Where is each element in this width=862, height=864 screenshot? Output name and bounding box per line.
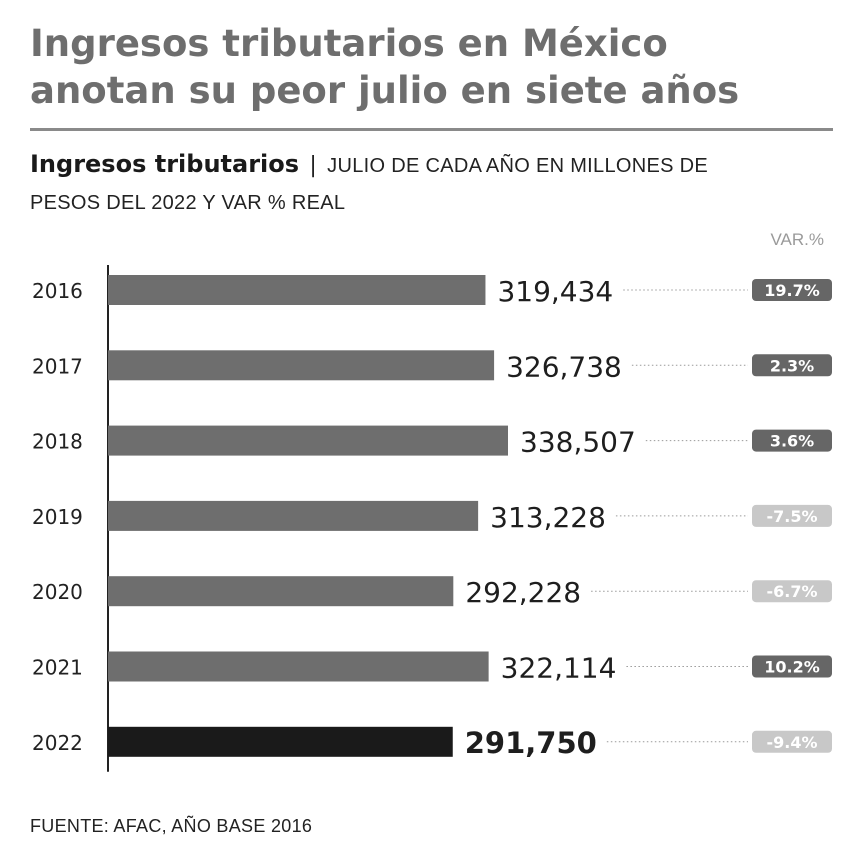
var-badge-label: 19.7% (764, 281, 820, 300)
category-label: 2017 (32, 354, 83, 378)
bar (108, 576, 454, 607)
category-label: 2021 (32, 656, 83, 680)
headline: Ingresos tributarios en México anotan su… (30, 20, 840, 114)
data-label: 319,434 (497, 275, 613, 308)
data-label: 326,738 (506, 350, 622, 383)
headline-divider (30, 128, 833, 131)
var-column-header: VAR.% (770, 230, 824, 249)
subtitle: Ingresos tributarios | JULIO DE CADA AÑO… (30, 146, 830, 222)
subtitle-description-line-1: JULIO DE CADA AÑO EN MILLONES DE (327, 155, 708, 177)
bar (108, 651, 489, 682)
category-label: 2022 (32, 731, 83, 755)
var-badge-label: 2.3% (770, 356, 814, 375)
data-label: 291,750 (465, 726, 597, 760)
category-label: 2016 (32, 279, 83, 303)
category-label: 2019 (32, 505, 83, 529)
var-badge (752, 655, 832, 678)
var-badge (752, 730, 832, 753)
headline-line-2: anotan su peor julio en siete años (30, 69, 740, 112)
var-badge (752, 504, 832, 527)
var-badge (752, 354, 832, 377)
var-badge (752, 279, 832, 301)
bar (108, 425, 508, 456)
var-badge-label: -9.4% (766, 733, 817, 752)
subtitle-description-line-2: PESOS DEL 2022 Y VAR % REAL (30, 192, 346, 214)
var-badge-label: 10.2% (764, 658, 820, 677)
source-note: FUENTE: AFAC, AÑO BASE 2016 (30, 816, 313, 836)
category-label: 2018 (32, 430, 83, 454)
category-label: 2020 (32, 580, 83, 604)
data-label: 292,228 (465, 576, 581, 609)
data-label: 322,114 (501, 652, 617, 685)
var-badge (752, 429, 832, 452)
bar (108, 350, 495, 381)
bar (108, 275, 486, 305)
bar (108, 500, 479, 531)
subtitle-title: Ingresos tributarios (30, 150, 300, 178)
bar (108, 726, 453, 757)
headline-line-1: Ingresos tributarios en México (30, 22, 668, 65)
subtitle-separator: | (309, 153, 317, 178)
var-badge (752, 580, 832, 603)
data-label: 313,228 (490, 501, 606, 534)
data-label: 338,507 (520, 426, 636, 459)
var-badge-label: -7.5% (766, 507, 817, 526)
var-badge-label: 3.6% (770, 432, 814, 451)
var-badge-label: -6.7% (766, 582, 817, 601)
